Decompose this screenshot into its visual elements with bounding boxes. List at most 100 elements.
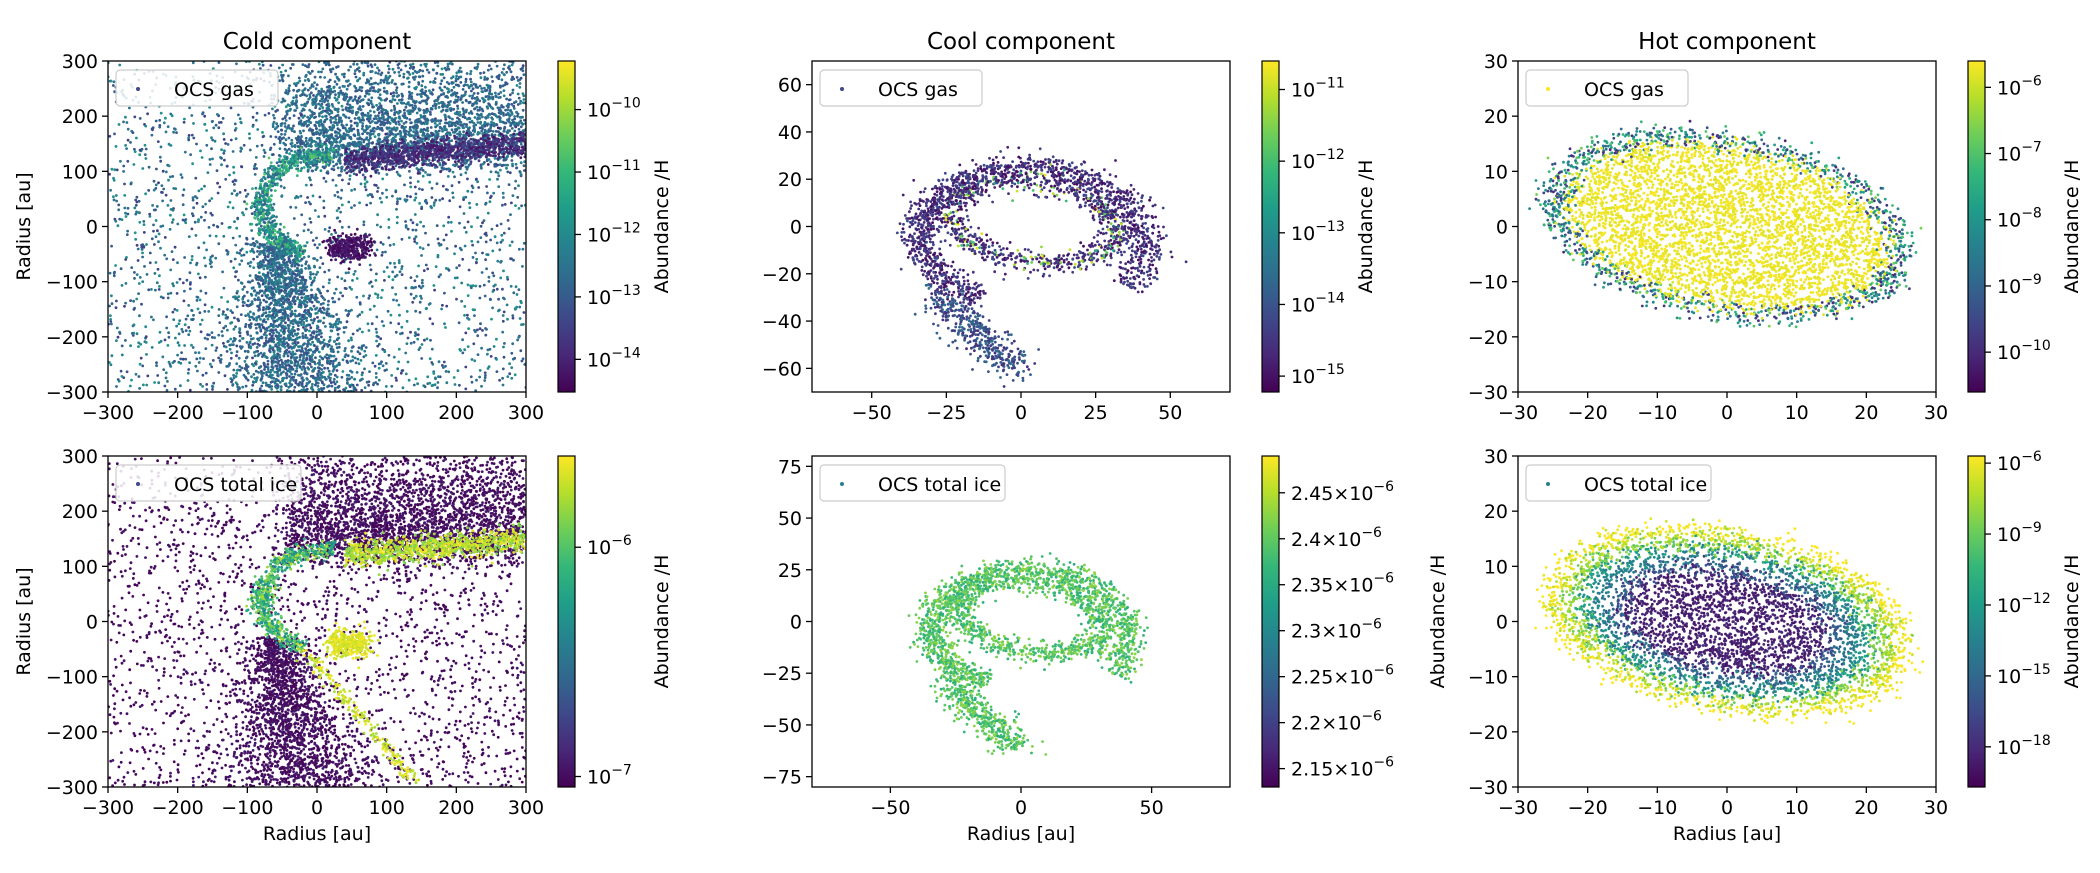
data-point bbox=[456, 98, 459, 102]
data-point bbox=[206, 171, 210, 175]
data-point bbox=[358, 301, 362, 305]
data-point bbox=[226, 308, 229, 311]
data-point bbox=[340, 104, 344, 108]
data-point bbox=[380, 253, 384, 257]
data-point bbox=[402, 75, 406, 79]
data-point bbox=[413, 101, 417, 105]
data-point bbox=[434, 119, 438, 123]
data-point bbox=[476, 108, 480, 112]
data-point bbox=[346, 354, 350, 358]
data-point bbox=[351, 143, 355, 147]
data-point bbox=[377, 69, 381, 72]
data-point bbox=[440, 110, 443, 113]
data-point bbox=[469, 162, 472, 166]
data-point bbox=[345, 95, 349, 99]
data-point bbox=[475, 203, 479, 206]
data-point bbox=[460, 95, 463, 99]
data-point bbox=[376, 126, 380, 130]
data-point bbox=[353, 69, 357, 73]
data-point bbox=[492, 112, 496, 116]
data-point bbox=[508, 362, 511, 366]
data-point bbox=[181, 203, 185, 207]
data-point bbox=[478, 327, 482, 331]
data-point bbox=[506, 108, 510, 112]
data-point bbox=[178, 319, 182, 322]
data-point bbox=[254, 156, 258, 159]
data-point bbox=[233, 189, 236, 193]
data-point bbox=[358, 69, 361, 73]
data-point bbox=[361, 371, 364, 375]
data-point bbox=[394, 146, 398, 150]
data-point bbox=[200, 156, 204, 159]
data-point bbox=[321, 106, 325, 109]
data-point bbox=[447, 221, 450, 224]
data-point bbox=[194, 364, 198, 368]
data-point bbox=[360, 137, 364, 141]
data-point bbox=[145, 353, 148, 356]
data-point bbox=[229, 309, 233, 313]
data-point bbox=[445, 80, 449, 84]
data-point bbox=[380, 200, 383, 204]
data-point bbox=[328, 362, 332, 366]
data-point bbox=[424, 198, 428, 202]
data-point bbox=[338, 220, 342, 223]
data-point bbox=[196, 296, 200, 299]
data-point bbox=[409, 185, 413, 189]
data-point bbox=[506, 317, 509, 321]
data-point bbox=[469, 72, 472, 76]
data-point bbox=[119, 159, 122, 163]
data-point bbox=[343, 85, 346, 88]
data-point bbox=[122, 170, 125, 173]
data-point bbox=[451, 170, 455, 174]
data-point bbox=[137, 345, 140, 348]
data-point bbox=[473, 308, 476, 312]
data-point bbox=[502, 114, 505, 117]
data-point bbox=[138, 362, 142, 366]
data-point bbox=[314, 87, 318, 91]
data-point bbox=[307, 200, 311, 204]
data-point bbox=[174, 336, 177, 340]
data-point bbox=[486, 191, 489, 195]
data-point bbox=[233, 178, 237, 182]
data-point bbox=[365, 78, 369, 82]
data-point bbox=[443, 291, 446, 295]
data-point bbox=[447, 268, 451, 272]
data-point bbox=[400, 273, 404, 276]
data-point bbox=[483, 120, 487, 124]
data-point bbox=[431, 383, 435, 387]
data-point bbox=[356, 137, 359, 141]
data-point bbox=[336, 190, 339, 194]
data-point bbox=[287, 89, 291, 93]
data-point bbox=[498, 84, 502, 88]
data-point bbox=[413, 237, 416, 241]
data-point bbox=[436, 381, 440, 384]
data-point bbox=[164, 376, 168, 380]
data-point bbox=[514, 162, 518, 166]
data-point bbox=[349, 105, 352, 108]
data-point bbox=[293, 82, 296, 86]
data-point bbox=[478, 106, 482, 109]
data-point bbox=[154, 235, 158, 239]
data-point bbox=[155, 167, 158, 171]
data-point bbox=[362, 73, 365, 77]
data-point bbox=[354, 75, 358, 79]
data-point bbox=[195, 299, 199, 302]
data-point bbox=[373, 135, 377, 139]
data-point bbox=[127, 106, 131, 110]
data-point bbox=[431, 104, 435, 108]
data-point bbox=[456, 116, 459, 120]
data-point bbox=[171, 218, 175, 222]
data-point bbox=[278, 154, 282, 158]
data-point bbox=[451, 117, 454, 121]
data-point bbox=[344, 386, 348, 390]
data-point bbox=[371, 195, 374, 199]
data-point bbox=[289, 66, 293, 70]
data-point bbox=[409, 218, 413, 222]
data-point bbox=[213, 139, 217, 143]
data-point bbox=[353, 204, 356, 207]
data-point bbox=[109, 320, 113, 323]
data-point bbox=[203, 310, 207, 313]
data-point bbox=[318, 139, 322, 143]
data-point bbox=[158, 330, 162, 334]
data-point bbox=[357, 66, 361, 70]
